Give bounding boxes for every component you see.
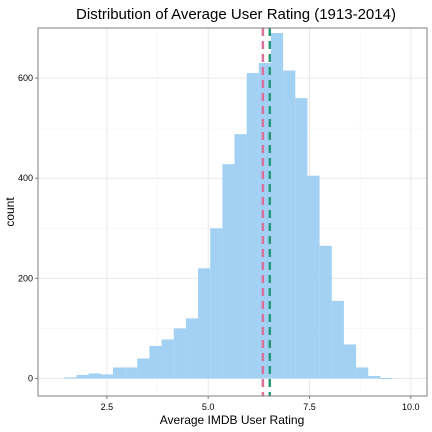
histogram-bar (258, 63, 271, 379)
histogram-bar (368, 375, 381, 379)
x-tick-label: 2.5 (101, 402, 114, 412)
x-tick-label: 10.0 (402, 402, 420, 412)
histogram-bar (246, 73, 259, 379)
histogram-bar (331, 300, 344, 379)
y-tick-label: 200 (18, 273, 33, 283)
histogram-bar (173, 328, 186, 379)
histogram-bar (76, 374, 89, 379)
y-tick-label: 0 (28, 373, 33, 383)
y-tick-label: 400 (18, 173, 33, 183)
y-tick-label: 600 (18, 73, 33, 83)
histogram-bar (112, 367, 126, 379)
histogram-bar (161, 339, 174, 379)
histogram-bar (270, 33, 284, 379)
x-tick-label: 5.0 (202, 402, 215, 412)
histogram-bar (307, 175, 320, 379)
histogram-bar (234, 134, 247, 379)
bars-layer (64, 33, 393, 379)
histogram-bar (210, 228, 223, 379)
x-tick-label: 7.5 (303, 402, 316, 412)
x-axis-ticks: 2.5 5.0 7.5 10.0 (101, 396, 420, 412)
histogram-bar (283, 70, 296, 379)
y-axis-ticks: 0 200 400 600 (18, 73, 38, 383)
y-axis-title: count (3, 197, 17, 227)
histogram-bar (149, 345, 162, 379)
histogram-bar (64, 377, 77, 379)
histogram-bar (295, 98, 308, 379)
histogram-bar (125, 367, 138, 379)
histogram-bar (198, 268, 211, 379)
histogram-bar (185, 318, 199, 379)
histogram-bar (319, 245, 332, 379)
histogram-bar (137, 358, 150, 379)
histogram-bar (343, 344, 357, 379)
chart-title: Distribution of Average User Rating (191… (76, 6, 396, 23)
histogram-bar (100, 374, 113, 379)
histogram-bar (88, 373, 101, 379)
histogram-bar (356, 367, 369, 379)
reference-lines-layer (261, 28, 272, 396)
histogram-bar (222, 164, 235, 379)
plot-panel-border (37, 27, 428, 397)
histogram-bar (380, 377, 393, 379)
x-axis-title: Average IMDB User Rating (160, 413, 305, 427)
